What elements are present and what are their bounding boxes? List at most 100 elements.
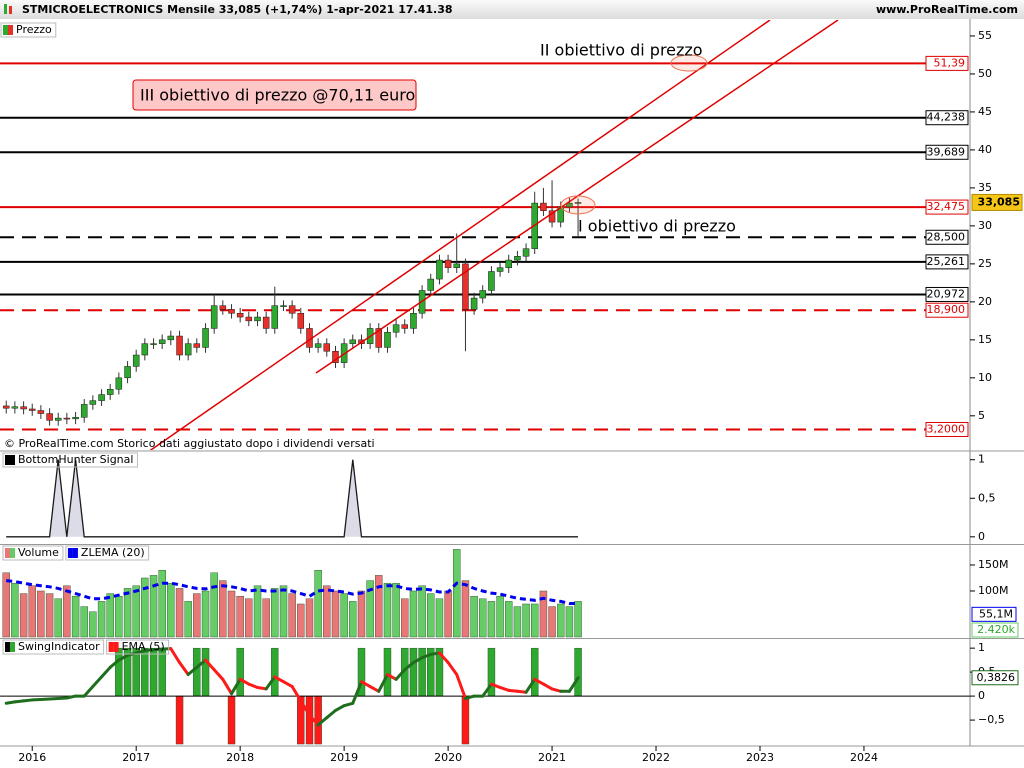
y-tick-label: 30 <box>978 219 992 232</box>
x-tick-label: 2023 <box>746 751 774 764</box>
y-tick-label: 35 <box>978 181 992 194</box>
candle-body <box>436 259 443 280</box>
ema-segment <box>411 656 424 665</box>
legend: Prezzo BottomHunter Signal Volume ZLEMA (20… <box>0 22 170 655</box>
volume-bar <box>227 590 236 638</box>
x-tick-label: 2020 <box>434 751 462 764</box>
ema-segment <box>212 668 225 681</box>
last-price-label: 33,085 <box>978 195 1020 208</box>
volume-bar <box>461 580 470 638</box>
candle-body <box>314 343 322 348</box>
volume-bar <box>427 593 435 638</box>
candle-body <box>219 305 227 310</box>
candle-body <box>132 354 140 367</box>
candle-body <box>193 343 201 348</box>
legend-label: EMA (5) <box>122 640 165 653</box>
volume-bar <box>89 611 97 638</box>
volume-bar <box>435 598 444 638</box>
volume-bar <box>80 606 88 638</box>
ema-last-label-box <box>971 670 1019 686</box>
volume-bar <box>71 595 80 638</box>
volume-bar <box>565 606 574 638</box>
header-title: STMICROELECTRONICS Mensile 33,085 (+1,74… <box>22 3 453 16</box>
candle-body <box>245 316 253 322</box>
candle-body <box>548 210 556 223</box>
candle-body <box>20 406 27 410</box>
legend-swatch <box>10 455 15 465</box>
candle-body <box>262 316 270 329</box>
volume-bar <box>123 588 132 638</box>
ema-segment <box>91 675 104 689</box>
candle-body <box>522 248 530 257</box>
ema-segment <box>351 680 363 705</box>
volume-bar <box>323 585 331 638</box>
volume-bar <box>505 601 513 638</box>
volume-bar <box>11 582 19 638</box>
last-price-box <box>971 193 1023 211</box>
level-label-box <box>925 286 969 302</box>
volume-bar <box>366 580 374 638</box>
volume-bar <box>496 595 504 638</box>
ema-segment <box>481 682 493 698</box>
ema-segment <box>541 682 554 691</box>
target-ellipse <box>560 195 596 215</box>
swing-bar <box>132 647 140 697</box>
candle-body <box>540 202 547 211</box>
y-tick-label: 1 <box>978 453 985 466</box>
candle-body <box>2 405 10 409</box>
candle-body <box>54 417 62 421</box>
swing-bar <box>236 647 244 697</box>
swing-bar <box>149 647 158 697</box>
volume-bar <box>106 593 114 638</box>
legend-swatch <box>5 642 10 652</box>
y-tick-label: 5 <box>978 409 985 422</box>
volume-bar <box>158 569 166 638</box>
swing-bar <box>141 647 149 697</box>
volume-bar <box>357 590 366 638</box>
ema-segment <box>533 677 545 686</box>
volume-bar <box>522 603 530 638</box>
swing-bar <box>193 647 201 697</box>
ema-segment <box>100 665 112 679</box>
candle-body <box>202 328 209 348</box>
footer: © ProRealTime.com Storico dati aggiustat… <box>4 437 375 450</box>
y-tick-label: 45 <box>978 105 992 118</box>
ema-segment <box>238 677 251 686</box>
volume-bar <box>556 603 565 638</box>
legend-swatch <box>108 642 114 652</box>
swing-bar <box>409 647 418 697</box>
level-label: 25,261 <box>927 255 966 268</box>
level-label-box <box>925 144 969 160</box>
volume-bar <box>175 588 184 638</box>
candle-body <box>80 404 88 418</box>
volume-bar <box>115 595 123 638</box>
candle-body <box>63 417 71 420</box>
legend-swatch <box>8 25 13 35</box>
candle-body <box>479 290 486 299</box>
legend-frame <box>106 639 170 655</box>
volume-bar <box>184 601 192 638</box>
volume-bar <box>149 575 158 638</box>
candle-body <box>158 339 166 344</box>
candle-body <box>11 406 19 409</box>
volume-bar <box>63 585 71 638</box>
volume-bar <box>383 582 392 638</box>
volume-bar <box>97 601 106 638</box>
y-tick-label: 150M <box>978 558 1009 571</box>
ema-segment <box>230 677 242 696</box>
swing-bar <box>383 647 392 697</box>
ema-segment <box>403 661 415 672</box>
trendline <box>149 20 771 450</box>
volume-last-box <box>971 622 1019 638</box>
level-label: 32,475 <box>927 200 966 213</box>
y-tick-label: 1 <box>978 641 985 654</box>
ema-segment <box>204 658 216 672</box>
level-label-box <box>925 421 969 437</box>
swing-bar <box>530 647 539 697</box>
volume-bar <box>409 590 418 638</box>
legend-swatch <box>113 642 119 652</box>
y-tick-label: 10 <box>978 371 992 384</box>
header-site: www.ProRealTime.com <box>876 3 1018 16</box>
candle-body <box>566 202 573 208</box>
ema-last-label: 0,3826 <box>977 671 1016 684</box>
